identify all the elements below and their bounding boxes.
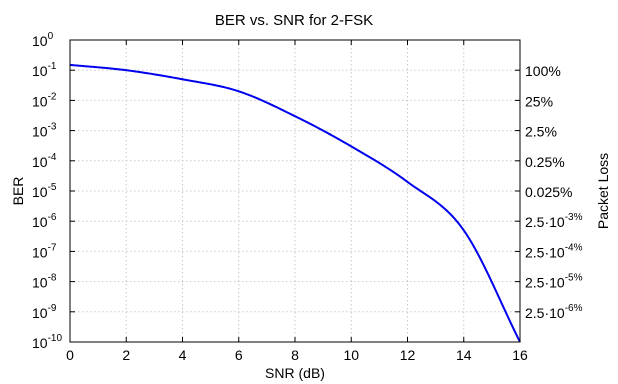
- y-tick-label: 10-1: [32, 61, 57, 79]
- y-axis-label: BER: [10, 177, 26, 206]
- y2-tick-label: 2.5%: [525, 124, 557, 140]
- y-tick-label: 10-7: [32, 242, 57, 260]
- x-tick-label: 10: [343, 347, 359, 363]
- y2-axis-label: Packet Loss: [595, 153, 611, 229]
- y2-tick-label: 2.5·10-3%: [525, 212, 583, 230]
- y2-tick-label: 2.5·10-4%: [525, 242, 583, 260]
- x-tick-label: 2: [122, 347, 130, 363]
- y2-tick-labels: 100% 25% 2.5% 0.25% 0.025% 2.5·10-3% 2.5·10-4%…: [525, 63, 583, 321]
- x-tick-label: 4: [179, 347, 187, 363]
- y-tick-label: 10-10: [32, 333, 62, 351]
- y-tick-label: 10-9: [32, 303, 57, 321]
- series-layer: [69, 63, 521, 343]
- x-tick-label: 8: [291, 347, 299, 363]
- x-tick-labels: 0 2 4 6 8 10 12 14 16: [66, 347, 528, 363]
- y2-tick-label: 25%: [525, 93, 553, 109]
- x-tick-label: 12: [400, 347, 416, 363]
- x-axis-label: SNR (dB): [265, 365, 325, 381]
- y2-tick-label: 100%: [525, 63, 561, 79]
- y-tick-label: 10-2: [32, 91, 57, 109]
- y2-tick-label: 2.5·10-6%: [525, 303, 583, 321]
- ber-curve: [69, 63, 521, 343]
- y-tick-labels: 100 10-1 10-2 10-3 10-4 10-5 10-6 10-7 10-8 10-9 1…: [32, 31, 62, 351]
- y-tick-label: 10-8: [32, 273, 57, 291]
- y2-tick-label: 2.5·10-5%: [525, 273, 583, 291]
- y2-tick-label: 0.25%: [525, 154, 565, 170]
- y-tick-label: 10-3: [32, 122, 57, 140]
- y2-tick-label: 0.025%: [525, 184, 572, 200]
- y-tick-label: 10-5: [32, 182, 57, 200]
- plot-frame: [69, 39, 521, 343]
- x-tick-label: 16: [512, 347, 528, 363]
- y-tick-label: 100: [32, 31, 54, 49]
- grid-lines: [70, 40, 520, 342]
- chart-title: BER vs. SNR for 2-FSK: [215, 12, 373, 29]
- x-tick-label: 6: [235, 347, 243, 363]
- x-tick-label: 0: [66, 347, 74, 363]
- y-tick-label: 10-6: [32, 212, 57, 230]
- x-tick-label: 14: [456, 347, 472, 363]
- y-tick-label: 10-4: [32, 152, 57, 170]
